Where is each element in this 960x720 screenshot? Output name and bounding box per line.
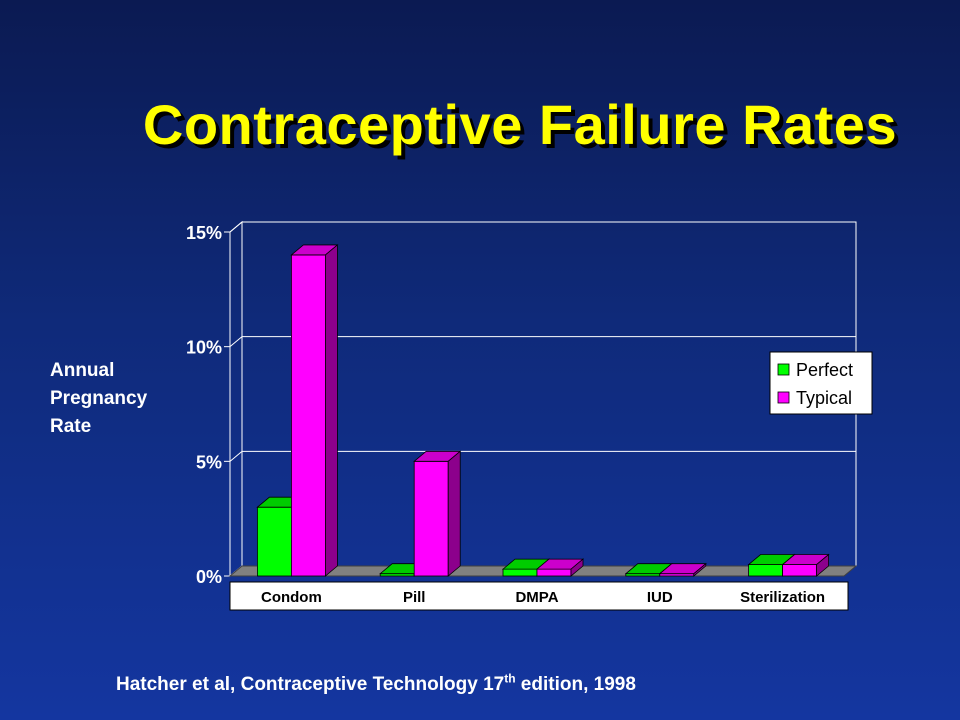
chart-side-wall bbox=[229, 220, 243, 578]
category-axis-panel bbox=[229, 581, 849, 611]
legend-label-perfect: Perfect bbox=[796, 360, 853, 380]
slide-title: Contraceptive Failure Rates bbox=[142, 93, 898, 156]
bar-side-typical bbox=[570, 558, 584, 577]
bar-side-typical bbox=[447, 450, 461, 577]
bar-side-typical bbox=[816, 553, 829, 577]
y-tick-label: 0% bbox=[196, 567, 222, 587]
bar-typical bbox=[536, 568, 572, 577]
bar-typical bbox=[290, 254, 326, 577]
citation-text-end: edition, 1998 bbox=[515, 674, 636, 695]
gridline-diagonal bbox=[229, 450, 243, 462]
bar-perfect bbox=[256, 506, 292, 577]
citation: Hatcher et al, Contraceptive Technology … bbox=[116, 671, 636, 696]
y-tick-label: 5% bbox=[196, 452, 222, 472]
y-tick-label: 10% bbox=[186, 338, 222, 358]
y-axis-label-line: Rate bbox=[50, 416, 92, 437]
legend-box bbox=[769, 351, 873, 415]
citation-text: Hatcher et al, Contraceptive Technology … bbox=[116, 674, 505, 695]
gridline-diagonal bbox=[229, 221, 243, 233]
citation-superscript: th bbox=[504, 671, 516, 686]
bar-typical bbox=[413, 460, 449, 577]
legend-swatch-typical bbox=[777, 391, 790, 404]
x-tick-label: DMPA bbox=[515, 589, 558, 606]
bar-typical bbox=[782, 564, 817, 577]
y-axis-label-line: Annual bbox=[50, 360, 115, 381]
y-axis-label: Annual Pregnancy Rate bbox=[50, 357, 147, 441]
bar-side-typical bbox=[324, 244, 338, 577]
y-tick-label: 15% bbox=[186, 223, 222, 243]
x-tick-label: IUD bbox=[647, 589, 673, 606]
gridline-diagonal bbox=[229, 336, 243, 348]
bar-side-typical bbox=[693, 562, 707, 577]
x-tick-label: Pill bbox=[403, 589, 426, 606]
y-axis-label-line: Pregnancy bbox=[50, 388, 148, 409]
x-tick-label: Sterilization bbox=[740, 589, 825, 606]
legend-swatch-perfect bbox=[777, 363, 790, 376]
bar-perfect bbox=[502, 568, 538, 577]
bar-perfect bbox=[748, 564, 783, 577]
legend-label-typical: Typical bbox=[796, 388, 852, 408]
x-tick-label: Condom bbox=[261, 589, 322, 606]
